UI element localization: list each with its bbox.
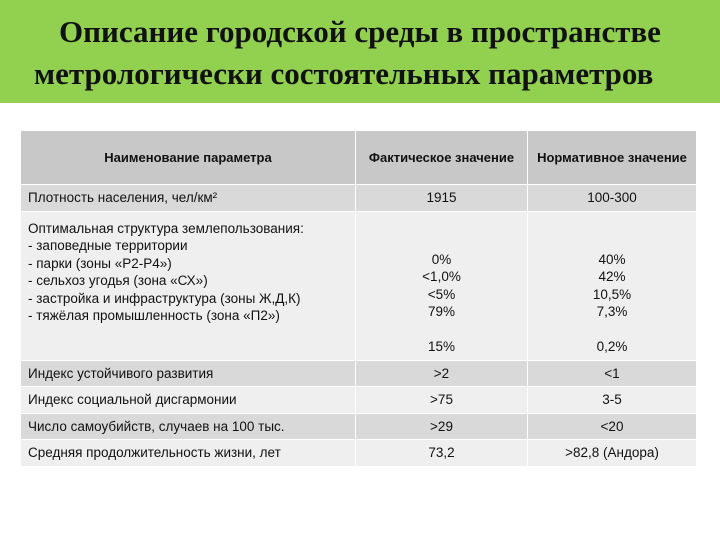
cell: <1: [527, 359, 697, 387]
value: <1,0%: [422, 269, 461, 284]
parameter-item: - тяжёлая промышленность (зона «П2»): [28, 308, 280, 323]
value: >29: [430, 418, 453, 434]
value: <20: [600, 418, 624, 434]
cell: 3-5: [527, 386, 697, 414]
value: >2: [433, 365, 450, 381]
parameter-name: Число самоубийств, случаев на 100 тыс.: [28, 418, 285, 434]
cell: Индекс устойчивого развития: [20, 359, 356, 387]
value: 42%: [598, 269, 626, 284]
parameter-name: Индекс устойчивого развития: [28, 365, 214, 381]
cell: 73,2: [355, 439, 528, 467]
column-header: Наименование параметра: [20, 130, 356, 185]
table-row: Индекс устойчивого развития >2 <1: [20, 359, 697, 387]
table-row: Плотность населения, чел/км² 1915 100-300: [20, 184, 697, 212]
cell: 1915: [355, 184, 528, 212]
cell: Индекс социальной дисгармонии: [20, 386, 356, 414]
cell: >82,8 (Андора): [527, 439, 697, 467]
header-row: Наименование параметра Фактическое значен…: [20, 130, 697, 185]
cell: >75: [355, 386, 528, 414]
parameter-name: Оптимальная структура землепользования:: [28, 220, 304, 236]
value: 73,2: [428, 445, 455, 460]
cell: Оптимальная структура землепользования: -…: [20, 210, 356, 361]
cell: 40% 42% 10,5% 7,3% 0,2%: [527, 210, 697, 361]
column-header: Нормативное значение: [527, 130, 697, 185]
table-row: Число самоубийств, случаев на 100 тыс. >2…: [20, 412, 697, 440]
value: <1: [604, 365, 620, 381]
table-row: Средняя продолжительность жизни, лет 73,2…: [20, 439, 697, 467]
value: 1915: [426, 190, 457, 205]
value: 0%: [431, 251, 452, 267]
parameter-item: - сельхоз угодья (зона «СХ»): [28, 273, 208, 288]
value: 10,5%: [592, 286, 632, 302]
parameter-name: Индекс социальной дисгармонии: [28, 392, 237, 407]
cell: Число самоубийств, случаев на 100 тыс.: [20, 412, 356, 440]
parameter-item: - застройка и инфраструктура (зоны Ж,Д,К…: [28, 290, 301, 306]
title-line: метрологически состоятельных параметров: [34, 56, 654, 91]
column-header: Фактическое значение: [355, 130, 528, 185]
value: 0,2%: [596, 339, 628, 354]
value: 100-300: [587, 190, 637, 205]
cell: >29: [355, 412, 528, 440]
cell: >2: [355, 359, 528, 387]
parameter-name: Плотность населения, чел/км²: [28, 190, 218, 205]
value: >82,8 (Андора): [565, 445, 659, 460]
parameter-name: Средняя продолжительность жизни, лет: [28, 445, 281, 460]
value: 40%: [598, 251, 626, 267]
title-banner: Описание городской среды в пространстве …: [0, 0, 720, 103]
cell: Плотность населения, чел/км²: [20, 184, 356, 212]
title-line: Описание городской среды в пространстве: [59, 14, 661, 49]
table-row: Индекс социальной дисгармонии >75 3-5: [20, 386, 697, 414]
parameter-item: - заповедные территории: [28, 238, 188, 253]
value: 7,3%: [596, 304, 628, 319]
cell: Средняя продолжительность жизни, лет: [20, 439, 356, 467]
table: Наименование параметра Фактическое значен…: [20, 130, 697, 467]
cell: 100-300: [527, 184, 697, 212]
value: 15%: [427, 339, 456, 354]
cell: <20: [527, 412, 697, 440]
table-row: Оптимальная структура землепользования: -…: [20, 210, 697, 361]
value: >75: [430, 392, 453, 407]
value: <5%: [427, 286, 456, 302]
value: 3-5: [602, 392, 622, 407]
parameter-item: - парки (зоны «Р2-Р4»): [28, 255, 172, 271]
cell: 0% <1,0% <5% 79% 15%: [355, 210, 528, 361]
value: 79%: [427, 304, 456, 319]
